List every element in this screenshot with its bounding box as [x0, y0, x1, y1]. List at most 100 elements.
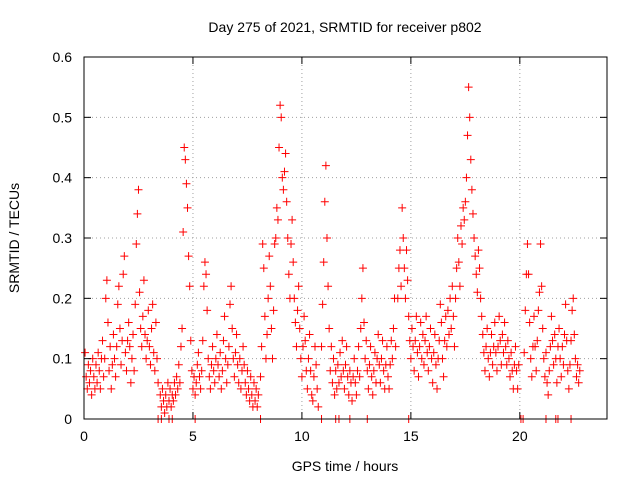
data-point: [338, 336, 347, 345]
data-point: [352, 390, 361, 399]
data-point: [421, 336, 430, 345]
data-point: [552, 378, 561, 387]
data-point: [416, 318, 425, 327]
data-point: [503, 336, 512, 345]
data-point: [370, 348, 379, 357]
data-point: [513, 384, 522, 393]
data-point: [318, 300, 327, 309]
data-point: [491, 348, 500, 357]
data-point: [436, 300, 445, 309]
data-point: [474, 246, 483, 255]
data-point: [179, 227, 188, 236]
data-point: [243, 366, 252, 375]
data-point: [297, 372, 306, 381]
data-point: [249, 378, 258, 387]
data-point: [277, 113, 286, 122]
data-point: [217, 384, 226, 393]
data-point: [270, 240, 279, 249]
data-point: [193, 360, 202, 369]
data-point: [471, 252, 480, 261]
data-point: [361, 354, 370, 363]
data-point: [89, 372, 98, 381]
data-point: [477, 312, 486, 321]
data-point: [573, 360, 582, 369]
data-point: [353, 366, 362, 375]
data-point: [377, 354, 386, 363]
data-point: [135, 288, 144, 297]
data-point: [131, 300, 140, 309]
data-point: [109, 330, 118, 339]
data-point: [288, 215, 297, 224]
data-point: [368, 390, 377, 399]
data-point: [296, 354, 305, 363]
data-point: [462, 173, 471, 182]
data-point: [317, 342, 326, 351]
data-point: [365, 360, 374, 369]
data-point: [186, 336, 195, 345]
data-point: [196, 384, 205, 393]
data-point: [476, 294, 485, 303]
data-point: [126, 378, 135, 387]
data-point: [273, 215, 282, 224]
data-point: [496, 336, 505, 345]
data-point: [199, 282, 208, 291]
data-point: [211, 354, 220, 363]
data-point: [487, 330, 496, 339]
data-point: [160, 408, 169, 417]
data-point: [191, 390, 200, 399]
data-point: [374, 330, 383, 339]
data-point: [102, 276, 111, 285]
data-point: [429, 348, 438, 357]
ticks-layer: [83, 56, 607, 420]
data-point: [468, 209, 477, 218]
data-point: [312, 360, 321, 369]
data-point: [183, 203, 192, 212]
data-point: [278, 173, 287, 182]
data-point: [565, 360, 574, 369]
data-point: [531, 342, 540, 351]
data-point: [133, 209, 142, 218]
data-point: [93, 378, 102, 387]
data-point: [431, 360, 440, 369]
data-point: [344, 390, 353, 399]
chart-title: Day 275 of 2021, SRMTID for receiver p80…: [208, 19, 481, 35]
data-point: [303, 384, 312, 393]
data-point: [437, 318, 446, 327]
data-point: [145, 342, 154, 351]
data-point: [150, 366, 159, 375]
data-point: [188, 384, 197, 393]
x-axis-label: GPS time / hours: [292, 458, 399, 474]
data-point: [342, 342, 351, 351]
data-point: [203, 306, 212, 315]
data-point: [322, 234, 331, 242]
y-tick-label: 0.1: [53, 351, 73, 367]
data-point: [120, 252, 129, 261]
data-point: [130, 366, 139, 375]
data-point: [473, 288, 482, 297]
y-tick-label: 0.6: [53, 49, 73, 65]
data-point: [271, 234, 280, 242]
data-point: [236, 384, 245, 393]
y-tick-label: 0.4: [53, 170, 73, 186]
data-point: [442, 342, 451, 351]
data-point: [85, 378, 94, 387]
data-point: [289, 258, 298, 267]
data-point: [367, 372, 376, 381]
data-point: [362, 336, 371, 345]
data-point: [272, 203, 281, 212]
data-point: [210, 378, 219, 387]
data-point: [520, 348, 529, 357]
data-point: [313, 384, 322, 393]
data-point: [412, 312, 421, 321]
data-point: [151, 318, 160, 327]
data-point: [231, 348, 240, 357]
data-point: [470, 234, 479, 242]
data-point: [455, 282, 464, 291]
data-point: [107, 384, 116, 393]
data-point: [264, 294, 273, 303]
data-point: [441, 312, 450, 321]
data-point: [251, 396, 260, 405]
data-point: [181, 155, 190, 164]
data-point: [246, 372, 255, 381]
x-tick-label: 10: [294, 428, 310, 444]
